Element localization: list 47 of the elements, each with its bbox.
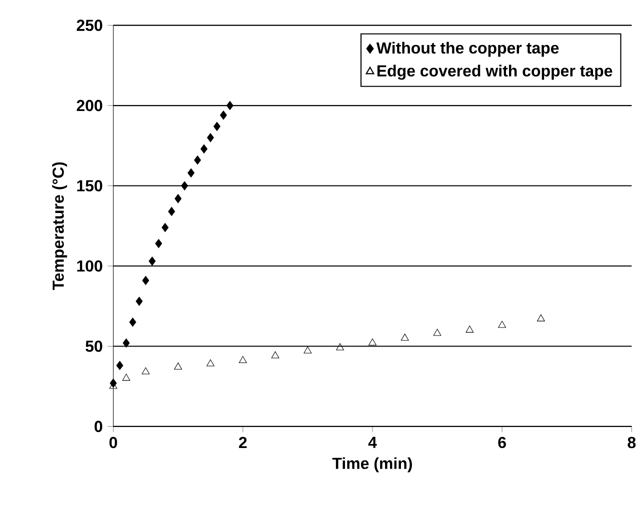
- x-tick-label: 0: [109, 436, 118, 448]
- y-tick-label: 250: [76, 20, 102, 32]
- x-axis-title: Time (min): [332, 457, 412, 472]
- y-tick-label: 100: [77, 260, 102, 272]
- point: [433, 328, 442, 336]
- point: [336, 343, 344, 350]
- point: [238, 356, 247, 364]
- point: [206, 359, 214, 366]
- point: [174, 362, 182, 370]
- point: [200, 144, 208, 154]
- point: [498, 320, 506, 328]
- x-tick-label: 6: [498, 436, 506, 448]
- point: [142, 367, 150, 374]
- legend-label: Without the copper tape: [376, 42, 559, 57]
- point: [304, 346, 312, 354]
- x-tick-label: 8: [628, 436, 636, 448]
- point: [194, 156, 201, 165]
- point: [207, 133, 214, 142]
- point: [122, 338, 130, 348]
- point: [116, 361, 124, 370]
- point: [129, 318, 136, 327]
- point: [122, 374, 130, 381]
- y-tick-label: 50: [86, 340, 102, 352]
- point: [168, 207, 176, 216]
- point: [188, 168, 195, 178]
- point: [271, 351, 280, 358]
- y-tick-label: 150: [77, 180, 102, 192]
- point: [400, 334, 409, 341]
- point: [220, 110, 227, 120]
- point: [162, 223, 169, 232]
- y-tick-label: 200: [76, 100, 102, 112]
- point: [136, 296, 143, 306]
- x-tick-label: 4: [368, 436, 377, 448]
- point: [536, 314, 545, 322]
- point: [213, 122, 220, 132]
- y-tick-label: 0: [94, 420, 102, 432]
- point: [142, 276, 150, 286]
- legend-label: Edge covered with copper tape: [377, 64, 612, 80]
- point: [181, 181, 188, 190]
- point: [466, 326, 474, 333]
- point: [368, 338, 376, 346]
- point: [148, 256, 156, 266]
- point: [155, 239, 162, 248]
- x-tick-label: 2: [238, 436, 247, 448]
- point: [226, 101, 234, 110]
- point: [174, 194, 182, 204]
- y-axis-title: Temperature (°C): [52, 162, 68, 290]
